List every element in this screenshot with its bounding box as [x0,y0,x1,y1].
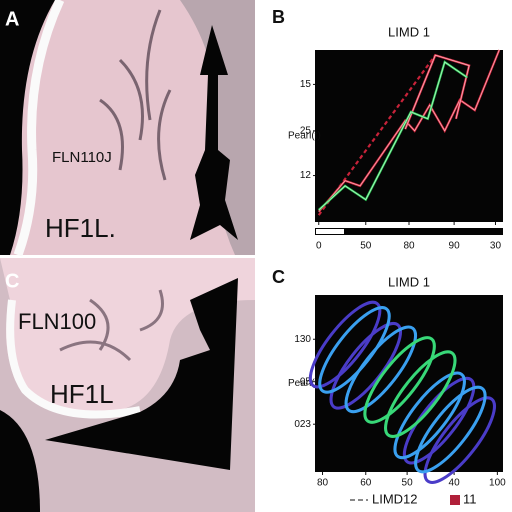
line-series-halo [318,61,468,211]
ring [414,385,487,474]
ring [308,300,382,389]
image-label: FLN110J [52,149,112,166]
x-tick-label: 50 [360,241,372,252]
line-series-halo [318,49,500,212]
legend-swatch [450,495,460,505]
panel-letter: C [5,270,19,292]
x-tick-label: 50 [402,478,414,489]
y-tick-label: 25 [300,125,312,136]
ring [402,376,476,465]
x-tick-label: 80 [403,241,415,252]
x-tick-label: 60 [360,478,372,489]
line-series-halo [404,54,470,130]
y-axis-label: Pearl(t) [288,131,321,142]
y-tick-label: 130 [294,334,311,345]
ring [329,322,402,410]
panel-letter: B [272,7,285,27]
legend-label: LIMD12 [372,491,418,506]
image-a: A FLN110J HF1L. [0,0,255,257]
y-tick-label: 12 [300,170,312,181]
x-tick-label: 100 [489,478,506,489]
image-label: HF1L [50,379,114,409]
x-tick-label: 90 [449,241,461,252]
ring [423,396,496,484]
y-tick-label: 15 [300,79,312,90]
ring [393,371,466,460]
x-tick-label: 0 [316,241,322,252]
x-tick-label: 80 [317,478,329,489]
x-axis-bar [315,228,503,235]
x-axis-bar-light [316,229,344,234]
x-tick-label: 30 [490,241,502,252]
y-tick-label: 023 [294,419,311,430]
image-label: FLN100 [18,309,96,334]
ring [384,350,457,438]
ring [363,336,436,424]
image-c: C FLN100 HF1L [0,258,255,512]
y-tick-label: 05 [300,376,312,387]
image-label: HF1L. [45,213,116,243]
panel-letter: A [5,8,19,30]
chart-title: LIMD 1 [388,24,430,39]
chart-title: LIMD 1 [388,274,430,289]
ring [344,325,418,414]
x-tick-label: 40 [449,478,461,489]
plot-area [315,50,503,222]
y-axis-label: Pearl(t1) [288,378,326,389]
panel-letter: C [272,267,285,287]
line-series [317,54,437,216]
legend-label: 11 [463,491,477,506]
